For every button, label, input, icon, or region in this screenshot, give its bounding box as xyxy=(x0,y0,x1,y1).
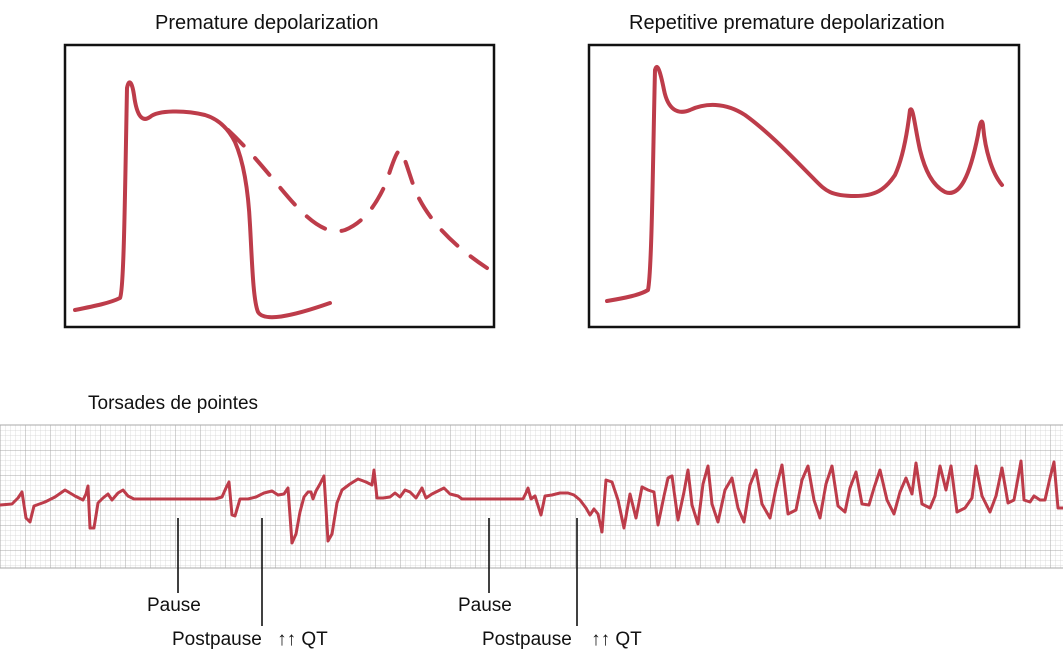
qt-label: QT xyxy=(301,629,328,650)
right-panel-frame xyxy=(587,43,1021,329)
qt-prolongation-arrows-icon: ↑↑ xyxy=(591,629,611,650)
pause-1-label: Pause xyxy=(147,595,201,616)
pause-2-label: Pause xyxy=(458,595,512,616)
postpause-1-text: Postpause xyxy=(172,629,262,650)
right-panel-title: Repetitive premature depolarization xyxy=(629,12,945,34)
left-panel xyxy=(63,43,496,329)
left-panel-title: Premature depolarization xyxy=(155,12,379,34)
left-panel-frame xyxy=(63,43,496,329)
postpause-2-label: Postpause ↑↑ QT xyxy=(482,629,642,651)
ecg-strip xyxy=(0,424,1063,626)
qt-prolongation-arrows-icon: ↑↑ xyxy=(277,629,297,650)
postpause-2-text: Postpause xyxy=(482,629,572,650)
action-potential-trace xyxy=(73,80,332,320)
strip-title: Torsades de pointes xyxy=(88,393,259,414)
postpause-1-label: Postpause ↑↑ QT xyxy=(172,629,328,651)
repetitive-action-potential-trace xyxy=(605,64,1004,303)
qt-label: QT xyxy=(615,629,642,650)
ecg-trace xyxy=(0,459,1063,545)
early-afterdepolarization-dashed xyxy=(226,128,489,270)
right-panel xyxy=(587,43,1021,329)
